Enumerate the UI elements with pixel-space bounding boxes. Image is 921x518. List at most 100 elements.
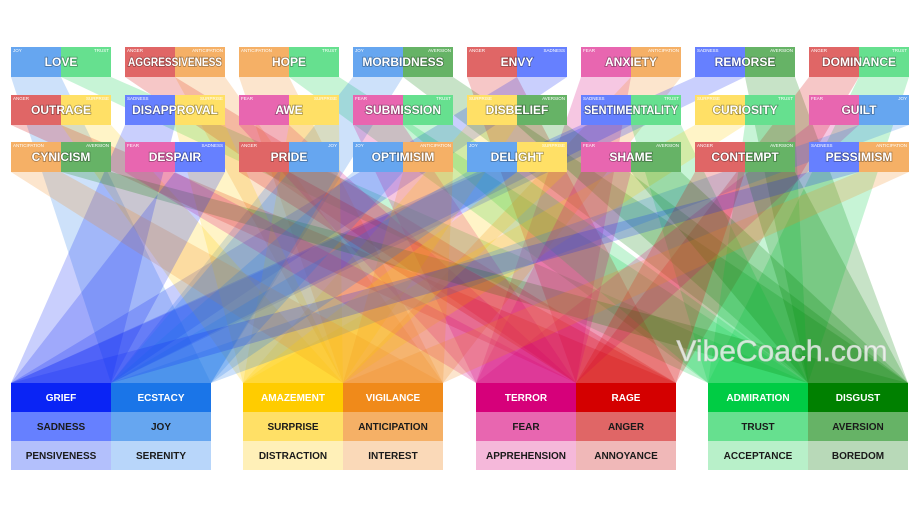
emotion-cell [243,412,343,441]
dyad-name: DOMINANCE [822,55,896,69]
dyad-half [517,142,567,172]
flow [125,172,576,383]
dyad-left-label: ANGER [241,143,258,148]
dyad-name: SUBMISSION [365,103,441,117]
dyad-right-label: SURPRISE [200,96,223,101]
emotion-cell [708,441,808,470]
dyad-right-label: SURPRISE [86,96,109,101]
dyad-half [11,142,61,172]
flow [243,172,567,383]
dyad-box: SURPRISE AVERSION DISBELIEF [467,95,567,125]
emotion-cell [576,383,676,412]
dyad-box: FEAR JOY GUILT [809,95,909,125]
dyad-half [175,142,225,172]
flow [11,172,859,383]
flow [175,125,343,383]
emotion-label: APPREHENSION [486,451,566,462]
dyad-half [467,47,517,77]
dyad-box: ANGER SURPRISE OUTRAGE [11,95,111,125]
dyad-left-label: FEAR [355,96,368,101]
dyad-box: JOY ANTICIPATION OPTIMISIM [353,142,453,172]
dyad-half [695,47,745,77]
emotion-cell [576,441,676,470]
dyad-half [353,142,403,172]
flow [708,125,808,383]
flow [111,172,339,383]
emotion-cell [808,383,908,412]
dyad-half [125,47,175,77]
dyad-half [239,47,289,77]
dyad-right-label: ANTICIPATION [876,143,907,148]
flow [353,125,576,383]
flow [11,172,443,383]
dyad-left-label: ANGER [697,143,714,148]
dyad-half [859,142,909,172]
dyad-name: PESSIMISM [826,150,893,164]
dyad-half [517,95,567,125]
emotion-label: ANGER [608,422,645,433]
dyad-left-label: JOY [13,48,22,53]
dyad-name: AWE [275,103,302,117]
flow [11,125,631,383]
dyad-half [581,47,631,77]
flow [239,125,576,383]
dyad-name: ENVY [501,55,534,69]
emotion-cell [11,441,111,470]
emotion-cell [11,383,111,412]
emotion-label: BOREDOM [832,451,884,462]
flow [476,172,631,383]
dyad-right-label: SADNESS [201,143,223,148]
emotion-cell [11,412,111,441]
flow [576,172,745,383]
dyad-left-label: ANGER [127,48,144,53]
dyad-right-label: ANTICIPATION [648,48,679,53]
dyad-box: SADNESS AVERSION REMORSE [695,47,795,77]
dyad-box: FEAR ANTICIPATION ANXIETY [581,47,681,77]
emotion-cell [708,412,808,441]
dyad-right-label: ANTICIPATION [420,143,451,148]
emotion-cell [243,441,343,470]
dyad-left-label: SURPRISE [697,96,720,101]
dyad-left-label: JOY [355,48,364,53]
dyad-name: MORBIDNESS [362,55,443,69]
emotion-cell [111,441,211,470]
flow [111,172,403,383]
dyad-half [289,95,339,125]
dyad-box: JOY SURPRISE DELIGHT [467,142,567,172]
dyad-name: SENTIMENTALITY [584,103,678,117]
dyad-half [403,47,453,77]
dyad-half [809,95,859,125]
emotion-cell [476,441,576,470]
dyad-half [467,142,517,172]
flow [11,125,175,383]
dyad-half [175,95,225,125]
dyad-box: ANGER ANTICIPATION AGGRESSIVENESS [125,47,225,77]
flow [343,172,909,383]
dyad-half [403,142,453,172]
emotion-cell [111,412,211,441]
dyad-half [745,95,795,125]
emotion-cell [808,412,908,441]
emotion-label: SERENITY [136,451,186,462]
dyad-right-label: TRUST [892,48,907,53]
dyad-half [353,95,403,125]
flow [476,125,859,383]
dyad-right-label: SURPRISE [542,143,565,148]
dyad-left-label: ANGER [13,96,30,101]
emotion-label: ANTICIPATION [358,422,428,433]
dyad-left-label: FEAR [241,96,254,101]
emotion-label: FEAR [512,422,540,433]
dyad-right-label: JOY [328,143,337,148]
emotion-cell [343,412,443,441]
watermark: VibeCoach.com [676,335,887,368]
flow [745,172,908,383]
dyad-half [11,95,61,125]
dyad-left-label: JOY [355,143,364,148]
emotion-cell [343,383,443,412]
dyad-name: CYNICISM [32,150,91,164]
emotion-label: TRUST [741,422,774,433]
emotion-label: ANNOYANCE [594,451,658,462]
dyad-right-label: TRUST [778,96,793,101]
dyad-name: ANXIETY [605,55,657,69]
